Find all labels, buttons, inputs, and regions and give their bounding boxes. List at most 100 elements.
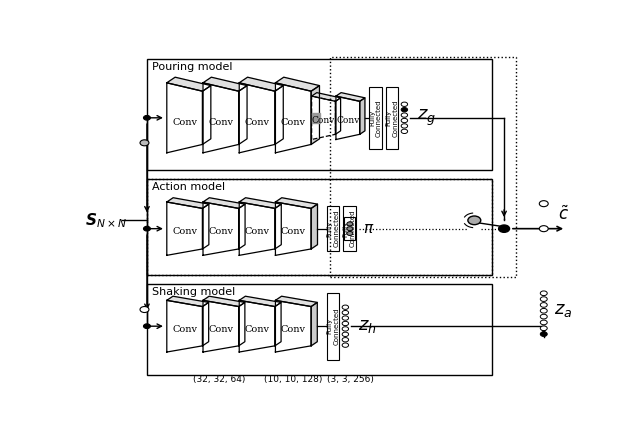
Circle shape bbox=[540, 291, 547, 296]
Circle shape bbox=[347, 226, 353, 231]
Polygon shape bbox=[167, 198, 209, 208]
Circle shape bbox=[342, 338, 349, 342]
Polygon shape bbox=[275, 198, 317, 208]
Circle shape bbox=[140, 140, 149, 146]
Text: $\pi$: $\pi$ bbox=[363, 222, 374, 236]
Text: Fully
Connected: Fully Connected bbox=[369, 99, 382, 136]
Polygon shape bbox=[239, 198, 281, 208]
Polygon shape bbox=[203, 202, 239, 255]
Polygon shape bbox=[311, 86, 319, 145]
Polygon shape bbox=[167, 296, 209, 307]
Text: (3, 3, 256): (3, 3, 256) bbox=[327, 375, 374, 384]
Bar bbox=[344, 217, 355, 240]
Text: Action model: Action model bbox=[152, 182, 225, 192]
Circle shape bbox=[468, 216, 481, 225]
Polygon shape bbox=[239, 302, 245, 346]
Text: Conv: Conv bbox=[244, 227, 269, 236]
Polygon shape bbox=[312, 113, 321, 123]
Bar bbox=[343, 206, 356, 251]
Circle shape bbox=[540, 332, 547, 336]
Polygon shape bbox=[275, 86, 284, 145]
Circle shape bbox=[540, 226, 548, 232]
Circle shape bbox=[347, 232, 353, 236]
Circle shape bbox=[540, 308, 547, 313]
Bar bbox=[147, 179, 492, 275]
Bar bbox=[326, 206, 339, 251]
Polygon shape bbox=[275, 204, 281, 249]
Circle shape bbox=[342, 327, 349, 331]
Bar bbox=[369, 87, 382, 149]
Text: Conv: Conv bbox=[281, 325, 306, 334]
Text: Conv: Conv bbox=[172, 325, 197, 334]
Polygon shape bbox=[167, 301, 202, 352]
Text: Conv: Conv bbox=[336, 116, 360, 125]
Text: Conv: Conv bbox=[209, 117, 234, 126]
Text: Conv: Conv bbox=[172, 117, 197, 126]
Polygon shape bbox=[202, 204, 209, 249]
Polygon shape bbox=[239, 301, 275, 352]
Text: $z_a$: $z_a$ bbox=[554, 301, 572, 320]
Text: Conv: Conv bbox=[281, 117, 306, 126]
Circle shape bbox=[342, 316, 349, 320]
Bar bbox=[147, 284, 492, 375]
Text: Conv: Conv bbox=[244, 325, 269, 334]
Circle shape bbox=[342, 332, 349, 336]
Text: Fully
Connected: Fully Connected bbox=[343, 210, 356, 247]
Circle shape bbox=[401, 129, 408, 133]
Polygon shape bbox=[275, 301, 311, 352]
Text: $\tilde{c}$: $\tilde{c}$ bbox=[558, 205, 569, 224]
Circle shape bbox=[540, 326, 547, 331]
Circle shape bbox=[401, 124, 408, 128]
Text: (32, 32, 64): (32, 32, 64) bbox=[193, 375, 245, 384]
Polygon shape bbox=[202, 302, 209, 346]
Text: Conv: Conv bbox=[209, 227, 234, 236]
Circle shape bbox=[499, 225, 509, 233]
Text: Conv: Conv bbox=[172, 227, 197, 236]
Circle shape bbox=[401, 113, 408, 117]
Polygon shape bbox=[336, 96, 360, 139]
Polygon shape bbox=[203, 301, 239, 352]
Polygon shape bbox=[239, 296, 281, 307]
Circle shape bbox=[540, 297, 547, 301]
Bar bbox=[330, 57, 516, 277]
Text: $z_h$: $z_h$ bbox=[358, 317, 376, 335]
Polygon shape bbox=[275, 202, 311, 255]
Circle shape bbox=[342, 343, 349, 347]
Text: (10, 10, 128): (10, 10, 128) bbox=[264, 375, 323, 384]
Bar bbox=[326, 293, 339, 359]
Text: Shaking model: Shaking model bbox=[152, 287, 235, 297]
Polygon shape bbox=[275, 302, 281, 346]
Text: Conv: Conv bbox=[281, 227, 306, 236]
Polygon shape bbox=[312, 93, 340, 101]
Polygon shape bbox=[360, 98, 365, 134]
Text: Fully
Connected: Fully Connected bbox=[326, 210, 339, 247]
Circle shape bbox=[401, 107, 408, 112]
Polygon shape bbox=[312, 96, 335, 139]
Circle shape bbox=[140, 307, 149, 313]
Circle shape bbox=[143, 226, 150, 231]
Text: Conv: Conv bbox=[209, 325, 234, 334]
Text: $z_g$: $z_g$ bbox=[417, 108, 436, 128]
Polygon shape bbox=[202, 86, 211, 145]
Circle shape bbox=[401, 118, 408, 123]
Bar bbox=[147, 179, 492, 275]
Circle shape bbox=[540, 320, 547, 325]
Circle shape bbox=[401, 102, 408, 107]
Text: Pouring model: Pouring model bbox=[152, 62, 232, 72]
Text: Conv: Conv bbox=[244, 117, 269, 126]
Text: Conv: Conv bbox=[312, 116, 335, 125]
Polygon shape bbox=[203, 198, 245, 208]
Polygon shape bbox=[203, 83, 239, 153]
Polygon shape bbox=[311, 302, 317, 346]
Text: $\boldsymbol{S}_{N\times N}$: $\boldsymbol{S}_{N\times N}$ bbox=[85, 211, 127, 229]
Circle shape bbox=[540, 303, 547, 307]
Circle shape bbox=[540, 314, 547, 319]
Polygon shape bbox=[239, 77, 284, 91]
Circle shape bbox=[540, 200, 548, 207]
Bar bbox=[385, 87, 399, 149]
Circle shape bbox=[143, 324, 150, 329]
Circle shape bbox=[342, 321, 349, 326]
Polygon shape bbox=[239, 83, 275, 153]
Polygon shape bbox=[335, 98, 340, 134]
Polygon shape bbox=[167, 202, 202, 255]
